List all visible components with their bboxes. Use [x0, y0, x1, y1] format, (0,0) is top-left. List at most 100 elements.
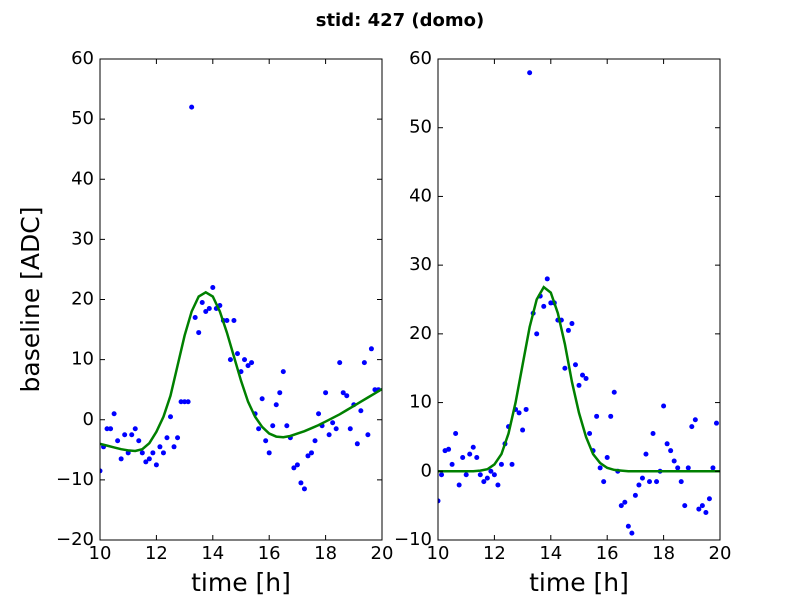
- data-point: [439, 472, 445, 478]
- y-tick-label: 0: [83, 409, 94, 430]
- data-point: [270, 423, 276, 429]
- data-point: [175, 435, 181, 441]
- data-point: [534, 331, 540, 337]
- data-point: [460, 455, 466, 461]
- data-point: [185, 399, 191, 405]
- data-point: [100, 468, 103, 474]
- data-point: [456, 482, 462, 488]
- fit-line: [438, 285, 720, 473]
- y-tick-label: 20: [409, 323, 432, 344]
- data-point: [284, 423, 290, 429]
- data-point: [611, 389, 617, 395]
- data-point: [601, 479, 607, 485]
- data-point: [199, 300, 205, 306]
- data-point: [587, 430, 593, 436]
- data-point: [178, 399, 184, 405]
- y-tick-label: 60: [409, 48, 432, 69]
- data-point: [206, 306, 212, 312]
- data-point: [710, 465, 716, 471]
- data-point: [344, 393, 350, 399]
- data-point: [139, 450, 145, 456]
- data-point: [618, 503, 624, 509]
- x-tick-label: 16: [596, 543, 619, 564]
- y-tick-label: 60: [71, 48, 94, 69]
- data-point: [484, 475, 490, 481]
- data-point: [224, 318, 230, 324]
- data-point: [361, 360, 367, 366]
- y-tick-label: 10: [409, 392, 432, 413]
- data-point: [453, 430, 459, 436]
- data-point: [291, 465, 297, 471]
- y-tick-label: 10: [71, 349, 94, 370]
- data-point: [488, 468, 494, 474]
- data-point: [703, 510, 709, 516]
- y-axis-label: baseline [ADC]: [16, 207, 45, 393]
- data-point: [323, 390, 329, 396]
- data-point: [699, 503, 705, 509]
- data-point: [491, 472, 497, 478]
- x-tick-label: 12: [145, 543, 168, 564]
- data-point: [122, 432, 128, 438]
- x-tick-label: 16: [258, 543, 281, 564]
- data-point: [326, 432, 332, 438]
- data-point: [689, 424, 695, 430]
- data-point: [294, 462, 300, 468]
- data-point: [668, 448, 674, 454]
- data-point: [629, 530, 635, 536]
- y-tick-label: 0: [421, 460, 432, 481]
- x-tick-label: 20: [371, 543, 394, 564]
- data-point: [527, 70, 533, 76]
- y-tick-label: 30: [71, 228, 94, 249]
- data-point: [168, 414, 173, 420]
- data-point: [647, 479, 652, 485]
- data-point: [266, 450, 272, 456]
- x-tick-label: 14: [539, 543, 562, 564]
- data-point: [495, 482, 501, 488]
- y-tick-label: −10: [56, 469, 94, 490]
- data-point: [203, 309, 209, 315]
- data-point: [340, 390, 346, 396]
- plot-area: [438, 70, 720, 536]
- data-point: [583, 376, 589, 382]
- x-tick-label: 14: [201, 543, 224, 564]
- y-tick-label: −10: [394, 529, 432, 550]
- data-point: [171, 444, 177, 450]
- figure-title: stid: 427 (domo): [316, 10, 485, 31]
- data-point: [365, 432, 371, 438]
- fit-line: [100, 290, 382, 453]
- data-point: [234, 351, 240, 357]
- data-point: [153, 462, 159, 468]
- data-point: [277, 390, 283, 396]
- data-point: [298, 480, 304, 486]
- data-point: [498, 461, 504, 467]
- data-point: [316, 411, 322, 417]
- data-point: [548, 300, 554, 306]
- plot-area: [100, 104, 382, 492]
- data-point: [664, 441, 670, 447]
- data-point: [449, 461, 455, 467]
- data-point: [597, 465, 603, 471]
- data-point: [636, 482, 642, 488]
- y-tick-label: 40: [71, 168, 94, 189]
- x-tick-label: 20: [709, 543, 732, 564]
- data-point: [696, 506, 702, 512]
- data-point: [692, 417, 698, 423]
- data-point: [541, 303, 547, 309]
- data-point: [333, 426, 339, 432]
- y-tick-label: 30: [409, 254, 432, 275]
- data-point: [245, 363, 251, 369]
- data-point: [569, 321, 575, 327]
- y-tick-label: 40: [409, 185, 432, 206]
- data-point: [104, 426, 110, 432]
- data-point: [368, 346, 374, 352]
- axes-frame: [437, 58, 721, 541]
- data-point: [594, 413, 600, 419]
- data-point: [111, 411, 117, 417]
- data-point: [347, 426, 353, 432]
- data-point: [622, 499, 628, 505]
- data-point: [682, 503, 688, 509]
- x-axis-label: time [h]: [191, 568, 291, 597]
- data-point: [516, 410, 522, 416]
- data-point: [301, 486, 307, 492]
